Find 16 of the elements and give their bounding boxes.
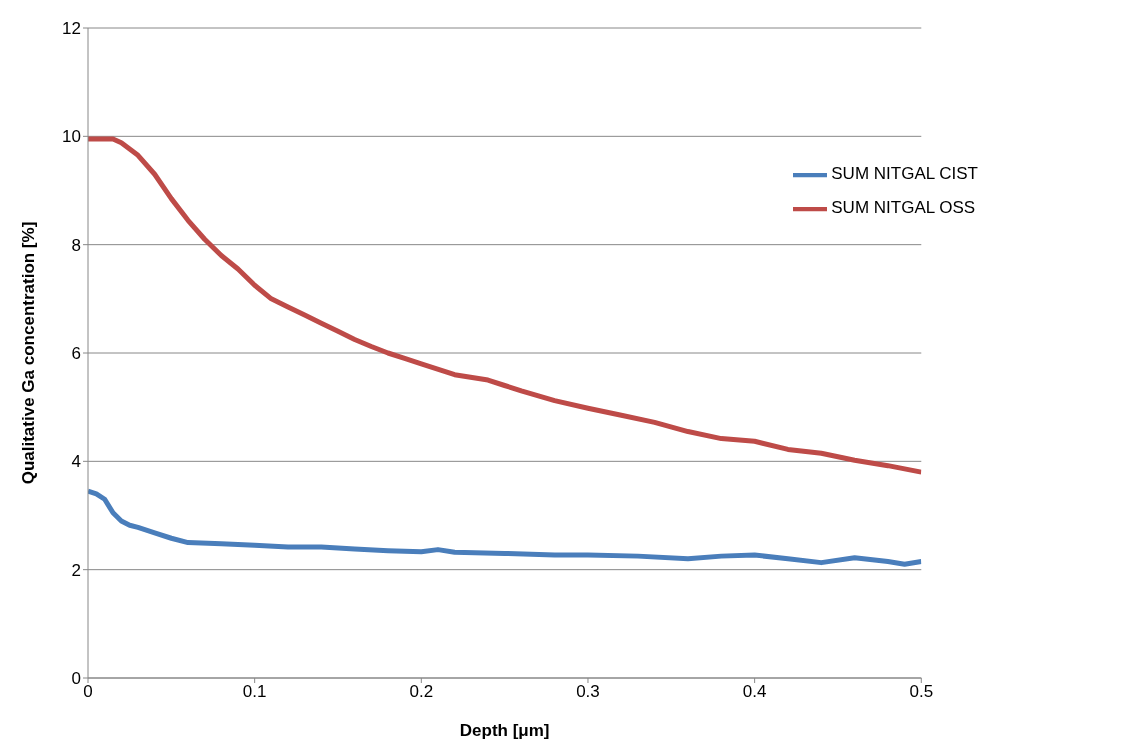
x-tick-label: 0.4 (742, 682, 767, 702)
y-tick-label: 12 (62, 19, 81, 39)
x-tick-label: 0.2 (409, 682, 434, 702)
y-axis-title: Qualitative Ga concentration [%] (19, 221, 39, 485)
x-axis-title: Depth [μm] (459, 721, 550, 741)
y-tick-label: 10 (62, 127, 81, 147)
y-tick-label: 6 (71, 344, 81, 364)
x-tick-label: 0.3 (576, 682, 600, 702)
y-tick-label: 0 (71, 669, 81, 689)
x-tick-label: 0.5 (909, 682, 934, 702)
y-tick-label: 8 (71, 235, 81, 255)
legend-label: SUM NITGAL OSS (831, 198, 976, 218)
legend-label: SUM NITGAL CIST (831, 164, 978, 184)
y-tick-label: 4 (71, 452, 81, 472)
x-tick-label: 0.1 (242, 682, 267, 702)
y-tick-label: 2 (71, 560, 81, 580)
